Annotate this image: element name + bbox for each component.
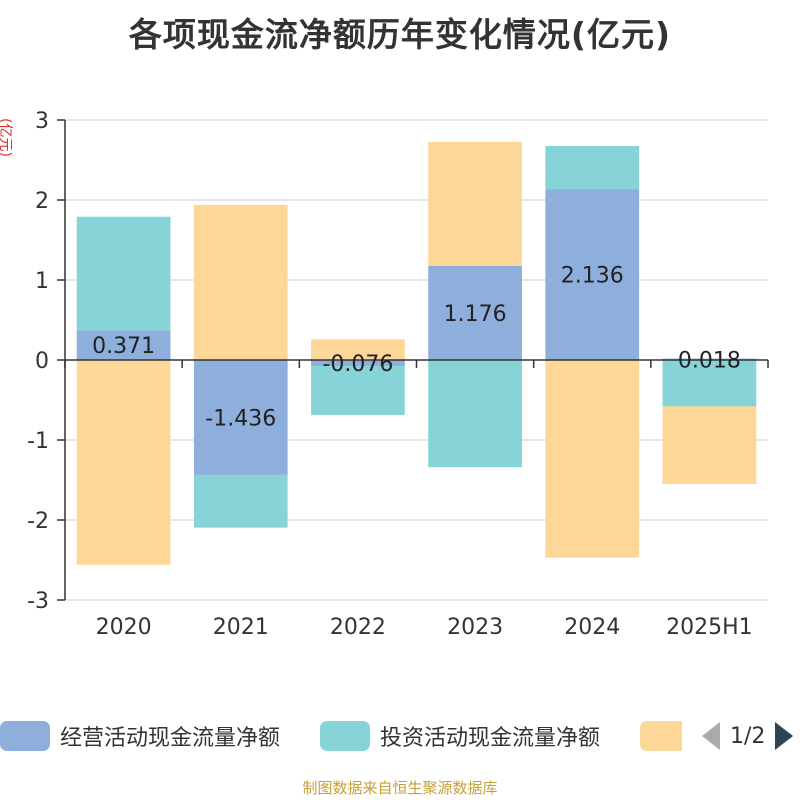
bar-segment-0 — [76, 330, 171, 360]
axes: 3 2 1 0 -1 -2 -3 2020 2021 2022 2023 2024 2025H1 — [27, 109, 769, 640]
y-tick-label: -3 — [27, 589, 49, 614]
legend-label-operating: 经营活动现金流量净额 — [60, 726, 281, 751]
source-note: 制图数据来自恒生聚源数据库 — [302, 779, 498, 797]
data-label: 0.018 — [678, 348, 741, 373]
y-tick-label: -1 — [27, 429, 49, 454]
bar-segment-0 — [428, 265, 522, 360]
legend-next-page-icon[interactable] — [775, 722, 794, 750]
data-label: 1.176 — [444, 302, 507, 327]
legend-item-investing[interactable]: 投资活动现金流量净额 — [320, 716, 600, 756]
x-tick-label: 2025H1 — [666, 615, 753, 640]
x-tick-label: 2021 — [213, 615, 269, 640]
legend-item-operating[interactable]: 经营活动现金流量净额 — [0, 716, 280, 756]
bar-segment-2 — [193, 204, 288, 360]
bar-series — [76, 141, 757, 565]
legend-label-investing: 投资活动现金流量净额 — [380, 726, 601, 751]
bar-segment-2 — [311, 339, 405, 360]
data-label: 0.371 — [92, 334, 155, 359]
y-tick-label: -2 — [27, 509, 49, 534]
y-tick-label: 1 — [35, 269, 49, 294]
bar-segment-2 — [76, 360, 171, 565]
bar-segment-1 — [428, 360, 522, 468]
x-tick-label: 2022 — [330, 615, 386, 640]
bar-segment-0 — [193, 360, 288, 475]
legend-swatch-investing — [320, 721, 370, 751]
data-label: -1.436 — [205, 406, 276, 431]
legend-pager: 1/2 — [702, 716, 794, 756]
legend: 经营活动现金流量净额 投资活动现金流量净额 1/2 — [0, 716, 800, 756]
data-labels: 0.371 -1.436 -0.076 1.176 2.136 0.018 — [92, 264, 741, 432]
y-tick-label: 3 — [35, 109, 49, 134]
legend-item-financing[interactable] — [640, 716, 682, 756]
bar-segment-2 — [545, 360, 640, 558]
legend-swatch-operating — [0, 721, 50, 751]
x-tick-label: 2024 — [564, 615, 620, 640]
y-tick-label: 2 — [35, 189, 49, 214]
y-tick-label: 0 — [35, 349, 49, 374]
bar-segment-1 — [193, 474, 288, 528]
data-label: -0.076 — [322, 352, 393, 377]
bar-chart: 3 2 1 0 -1 -2 -3 2020 2021 2022 2023 2024 2025H1 0.3… — [27, 109, 769, 640]
bar-segment-1 — [545, 145, 640, 190]
bar-segment-2 — [662, 406, 757, 484]
bar-segment-1 — [662, 360, 757, 407]
data-label: 2.136 — [561, 264, 624, 289]
x-tick-label: 2020 — [96, 615, 152, 640]
bar-segment-0 — [311, 360, 405, 367]
chart-title: 各项现金流净额历年变化情况(亿元) — [128, 15, 672, 54]
bar-segment-2 — [428, 141, 522, 266]
bar-segment-1 — [76, 216, 171, 331]
bar-segment-1 — [311, 366, 405, 415]
bar-segment-0 — [545, 189, 640, 360]
legend-prev-page-icon[interactable] — [702, 722, 720, 750]
grid-lines — [65, 119, 768, 601]
legend-swatch-financing — [640, 721, 682, 751]
legend-page-indicator: 1/2 — [730, 723, 766, 749]
x-tick-label: 2023 — [447, 615, 503, 640]
